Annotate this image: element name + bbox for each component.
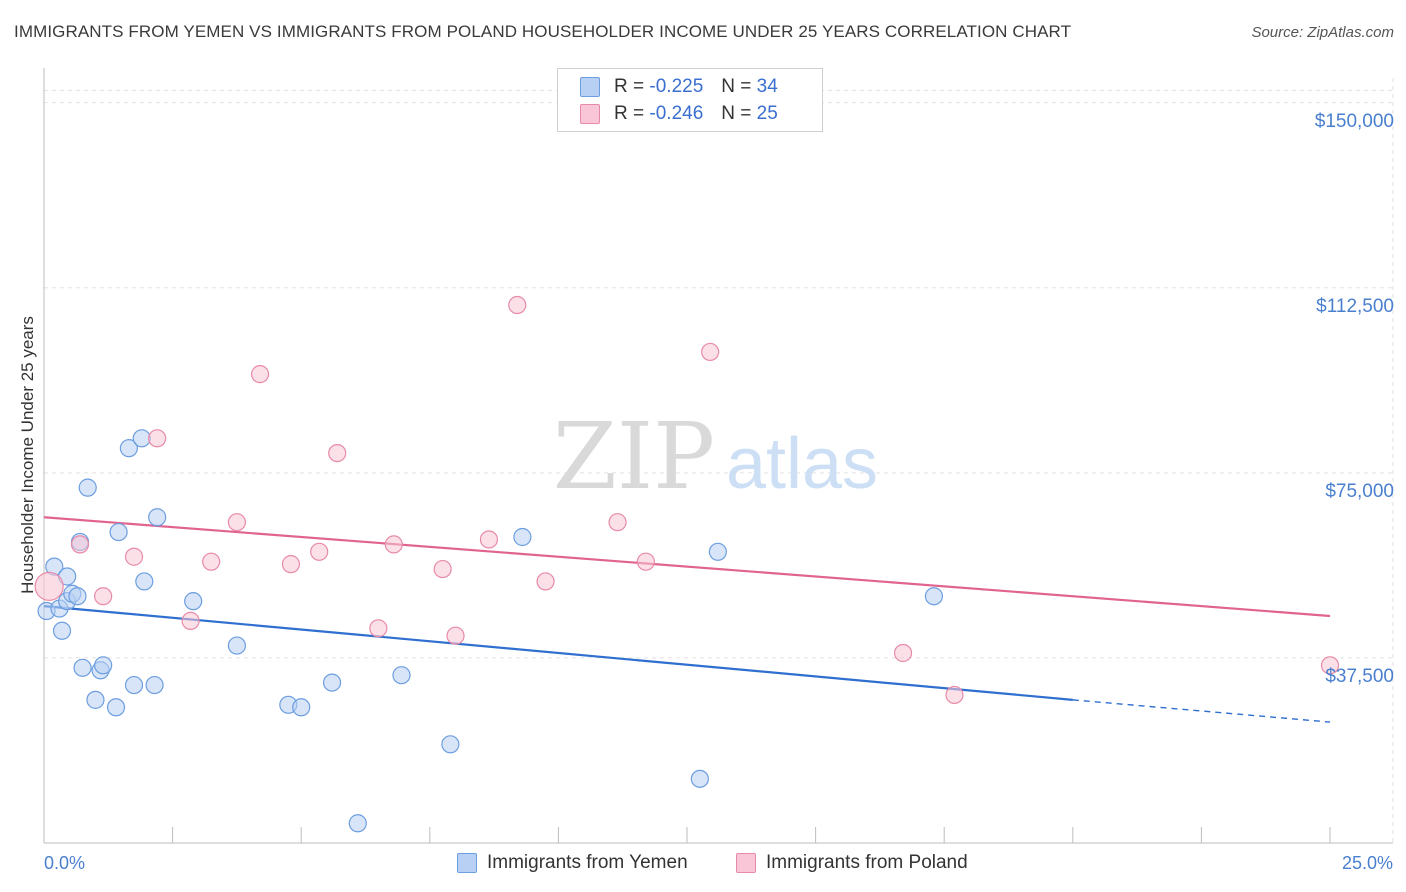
y-tick-label: $75,000 [1325, 480, 1394, 502]
watermark-atlas: atlas [726, 424, 878, 504]
yemen-point [441, 735, 460, 754]
legend-row-yemen: R = -0.225 N = 34 [580, 75, 778, 99]
legend-r-value: -0.246 [649, 103, 704, 124]
poland-legend-swatch [736, 853, 756, 873]
poland-point [1320, 656, 1340, 675]
poland-swatch [580, 104, 600, 124]
legend-r-label: R = [614, 103, 645, 124]
poland-point [124, 547, 144, 566]
yemen-point [52, 621, 72, 640]
yemen-point [513, 527, 532, 547]
poland-point [508, 295, 527, 315]
poland-point [148, 429, 167, 448]
legend-item-poland[interactable]: Immigrants from Poland [736, 852, 968, 874]
yemen-point [78, 478, 97, 497]
poland-point [328, 443, 347, 463]
legend-n-value: 25 [756, 103, 778, 124]
poland-point [446, 626, 465, 645]
x-tick-label-max: 25.0% [1341, 853, 1393, 873]
yemen-point [135, 572, 154, 591]
y-tick-label: $150,000 [1314, 110, 1394, 132]
axes [43, 68, 1393, 844]
poland-point [227, 513, 246, 532]
poland-point [479, 530, 499, 549]
poland-point [536, 572, 555, 591]
poland-point [94, 587, 113, 606]
watermark-zip: ZIP [553, 403, 715, 510]
poland-point [701, 342, 720, 362]
trend-line [43, 516, 1331, 618]
poland-point [369, 619, 388, 638]
yemen-swatch [580, 77, 600, 97]
poland-point [310, 542, 329, 561]
poland-point [34, 571, 64, 601]
yemen-point [86, 690, 105, 709]
legend-item-yemen[interactable]: Immigrants from Yemen [457, 852, 688, 874]
yemen-point [94, 656, 113, 675]
poland-point [70, 535, 90, 554]
yemen-point [292, 698, 311, 717]
legend-r-value: -0.225 [649, 76, 704, 97]
y-tick-label: $37,500 [1325, 665, 1394, 687]
poland-point [250, 365, 270, 384]
yemen-point [68, 587, 87, 606]
yemen-point [184, 592, 203, 611]
yemen-point [348, 814, 367, 833]
yemen-point [322, 673, 342, 692]
yemen-point [392, 666, 411, 685]
poland-point [433, 559, 452, 579]
poland-point [893, 643, 913, 663]
legend-label-poland: Immigrants from Poland [766, 852, 968, 873]
yemen-point [924, 587, 944, 606]
chart-title: IMMIGRANTS FROM YEMEN VS IMMIGRANTS FROM… [14, 22, 1072, 41]
yemen-point [148, 508, 167, 527]
yemen-point [145, 675, 164, 695]
poland-point [608, 513, 627, 532]
legend-r-label: R = [614, 76, 645, 97]
yemen-point [73, 658, 92, 677]
yemen-point [708, 542, 727, 561]
gridlines [44, 78, 1394, 843]
yemen-point [227, 636, 246, 655]
poland-point [384, 535, 403, 554]
trend-lines [43, 516, 1331, 723]
poland-point [636, 552, 655, 571]
yemen-point [106, 698, 126, 717]
poland-point [281, 555, 301, 574]
trend-line-extension [1072, 699, 1331, 723]
x-tick-label-min: 0.0% [44, 853, 86, 873]
source-label: Source: ZipAtlas.com [1251, 24, 1394, 41]
legend-row-poland: R = -0.246 N = 25 [580, 102, 778, 126]
yemen-point [132, 429, 151, 448]
yemen-point [124, 675, 144, 695]
yemen-legend-swatch [457, 853, 477, 873]
yemen-point [690, 769, 709, 788]
poland-point [181, 611, 200, 631]
legend-n-value: 34 [756, 76, 778, 97]
y-tick-label: $112,500 [1316, 295, 1394, 317]
watermark: ZIP atlas [553, 403, 878, 510]
yemen-point [119, 439, 138, 458]
data-points [34, 295, 1340, 833]
trend-line [43, 605, 1073, 701]
stats-legend: R = -0.225 N = 34 R = -0.246 N = 25 [557, 68, 823, 132]
legend-n-label: N = [721, 76, 752, 97]
poland-point [202, 552, 221, 571]
poland-point [945, 685, 964, 705]
legend-label-yemen: Immigrants from Yemen [487, 852, 688, 873]
yemen-point [109, 522, 128, 542]
legend-n-label: N = [721, 103, 752, 124]
